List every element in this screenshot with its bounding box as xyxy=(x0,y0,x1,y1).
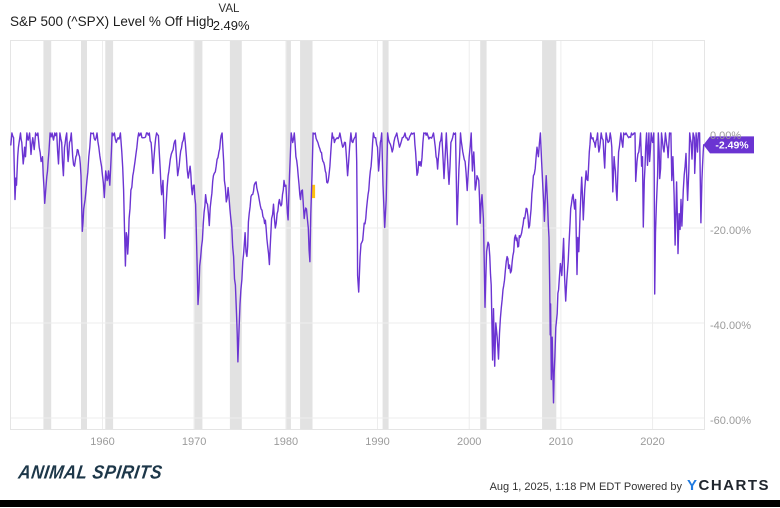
current-value-badge xyxy=(703,136,754,154)
recession-band xyxy=(193,41,203,429)
drawdown-plot: -2.49% xyxy=(10,40,754,430)
x-axis-label: 2000 xyxy=(456,436,482,448)
bottom-divider-bar xyxy=(0,500,780,507)
x-axis-label: 1970 xyxy=(181,436,207,448)
val-block: VAL -2.49% xyxy=(200,3,258,33)
animal-spirits-logo: ANIMAL SPIRITS xyxy=(17,461,164,483)
current-value-badge-text: -2.49% xyxy=(715,139,749,151)
val-current-value: -2.49% xyxy=(208,18,250,33)
ycharts-logo-charts: CHARTS xyxy=(698,477,770,494)
footer: Aug 1, 2025, 1:18 PM EDT Powered by YCHA… xyxy=(490,477,770,494)
x-axis-label: 1990 xyxy=(365,436,390,448)
chart-title: S&P 500 (^SPX) Level % Off High xyxy=(10,14,214,29)
y-axis-label: -20.00% xyxy=(710,224,751,237)
recession-band xyxy=(43,41,52,429)
ycharts-logo-y: Y xyxy=(686,477,699,494)
x-axis-label: 1980 xyxy=(273,436,299,448)
plot-border xyxy=(10,40,705,430)
annotation-marker xyxy=(311,184,316,199)
y-axis-label: -40.00% xyxy=(710,319,751,332)
recession-band xyxy=(229,41,242,429)
y-axis-label: 0.00% xyxy=(710,129,742,142)
drawdown-line xyxy=(10,132,705,404)
x-axis-label: 2010 xyxy=(548,436,574,448)
recession-band xyxy=(300,41,313,429)
recession-band xyxy=(382,41,389,429)
ycharts-logo: YCHARTS xyxy=(687,477,770,494)
recession-band xyxy=(286,41,291,429)
recession-band xyxy=(81,41,87,429)
y-axis-label: -60.00% xyxy=(710,414,751,427)
recession-band xyxy=(105,41,114,429)
x-axis-label: 2020 xyxy=(640,436,665,448)
timestamp: Aug 1, 2025, 1:18 PM EDT Powered by xyxy=(489,481,682,493)
val-column-header: VAL xyxy=(218,3,240,15)
x-axis-label: 1960 xyxy=(90,436,115,448)
